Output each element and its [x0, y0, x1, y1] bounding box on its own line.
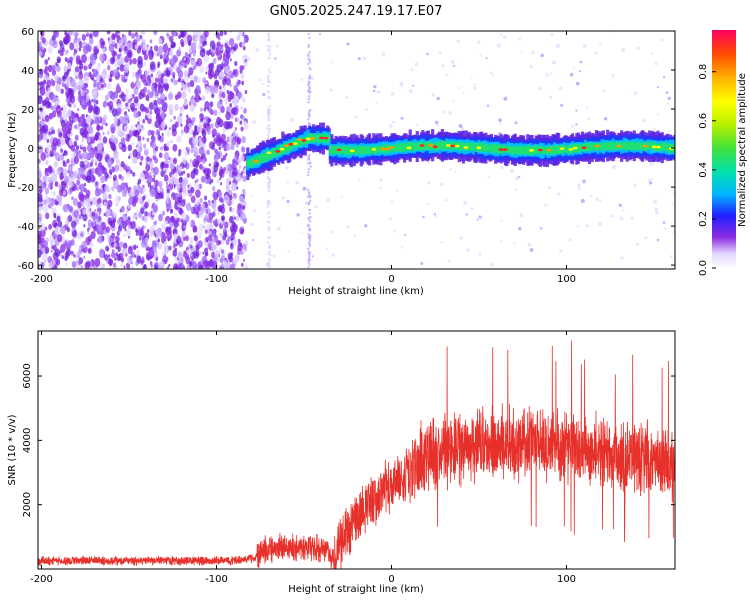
- top-ytick-label: -60: [18, 261, 34, 272]
- colorbar: 0.0 0.2 0.4 0.6 0.8 Normalized spectral ampl…: [698, 30, 748, 276]
- colorbar-tick-label: 0.2: [698, 211, 709, 227]
- bottom-ylabel: SNR (10 * v/v): [7, 414, 18, 485]
- snr-series-line: [38, 340, 675, 569]
- bottom-xtick-label: 0: [388, 574, 394, 585]
- chart-title: GN05.2025.247.19.17.E07: [270, 4, 443, 19]
- colorbar-tick-label: 0.8: [698, 64, 709, 80]
- colorbar-tick-label: 0.6: [698, 113, 709, 129]
- bottom-ytick-label: 6000: [22, 363, 33, 388]
- bottom-xtick-label: 100: [557, 574, 576, 585]
- bottom-ytick-label: 4000: [22, 428, 33, 453]
- top-ytick-label: 60: [21, 27, 34, 38]
- colorbar-label: Normalized spectral amplitude: [737, 73, 748, 227]
- top-xtick-label: -100: [205, 274, 228, 285]
- top-ytick-label: -40: [18, 222, 34, 233]
- top-xlabel: Height of straight line (km): [288, 286, 424, 297]
- top-ylabel: Frequency (Hz): [7, 112, 18, 188]
- top-xtick-label: 100: [557, 274, 576, 285]
- bottom-xlabel: Height of straight line (km): [288, 584, 424, 595]
- top-ytick-label: 40: [21, 66, 34, 77]
- colorbar-gradient: [712, 30, 736, 268]
- top-ytick-label: -20: [18, 183, 34, 194]
- bottom-xtick-label: -100: [205, 574, 228, 585]
- colorbar-tick-label: 0.0: [698, 260, 709, 276]
- spectrogram-heatmap: [38, 31, 675, 269]
- snr-panel: -200 -100 0 100 2000 4000 6000 Height of strai…: [7, 330, 676, 595]
- bottom-ytick-label: 2000: [22, 492, 33, 517]
- top-xtick-label: 0: [388, 274, 394, 285]
- top-ytick-label: 0: [28, 144, 34, 155]
- top-xtick-label: -200: [30, 274, 53, 285]
- top-ytick-label: 20: [21, 105, 34, 116]
- colorbar-tick-label: 0.4: [698, 162, 709, 178]
- bottom-xtick-label: -200: [30, 574, 53, 585]
- spectrogram-panel: -200 -100 0 100 60 40 20 0 -20 -40 -60 Height of s…: [7, 27, 676, 297]
